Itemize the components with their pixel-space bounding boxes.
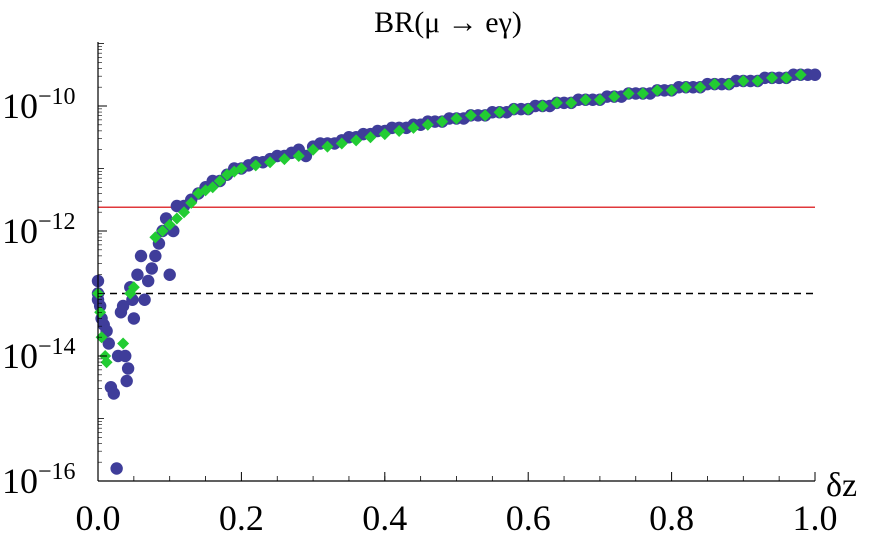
data-point-circle: [163, 268, 176, 281]
data-point-circle: [131, 268, 144, 281]
data-point-diamond: [493, 106, 506, 119]
y-axis-ticks: 10−16 10−14 10−12 10−10: [2, 43, 107, 501]
data-point-diamond: [335, 137, 348, 150]
data-point-circle: [116, 299, 130, 313]
data-point-diamond: [665, 84, 678, 97]
data-point-diamond: [550, 96, 563, 109]
data-point-diamond: [421, 118, 434, 131]
data-point-circle: [102, 337, 115, 350]
data-point-diamond: [679, 81, 692, 94]
data-point-diamond: [278, 153, 291, 166]
data-point-diamond: [593, 93, 606, 106]
y-tick-label: 10−14: [2, 334, 76, 376]
data-point-diamond: [751, 75, 764, 87]
reference-lines: [98, 206, 815, 295]
data-point-circle: [107, 387, 120, 400]
data-point-circle: [134, 249, 148, 263]
data-point-diamond: [694, 81, 707, 94]
data-point-diamond: [737, 75, 750, 87]
data-point-diamond: [636, 87, 649, 100]
data-point-diamond: [249, 159, 262, 172]
x-tick-label: 0.4: [362, 498, 407, 533]
data-point-diamond: [708, 78, 721, 91]
data-point-diamond: [765, 71, 778, 84]
data-point-circle: [119, 349, 132, 363]
series-diamonds: [92, 68, 807, 369]
x-tick-label: 1.0: [793, 498, 838, 533]
data-point-diamond: [507, 103, 520, 116]
data-point-diamond: [206, 181, 219, 194]
data-point-diamond: [608, 90, 621, 103]
data-point-diamond: [464, 109, 477, 122]
data-point-diamond: [264, 156, 277, 169]
data-point-diamond: [522, 103, 535, 116]
data-point-diamond: [393, 125, 406, 137]
x-tick-label: 0.8: [649, 498, 694, 533]
x-axis-ticks: 0.0 0.2 0.4 0.6 0.8 1.0: [76, 472, 838, 533]
data-point-diamond: [579, 93, 592, 106]
y-tick-label: 10−12: [2, 209, 76, 251]
data-point-diamond: [565, 96, 578, 109]
series-circles: [91, 68, 822, 475]
data-point-circle: [149, 249, 162, 263]
data-point-diamond: [350, 134, 363, 147]
data-point-diamond: [235, 162, 248, 175]
chart-title: BR(μ → eγ): [374, 6, 522, 39]
data-point-diamond: [450, 112, 463, 125]
x-tick-label: 0.2: [219, 498, 264, 533]
data-point-diamond: [170, 212, 183, 225]
data-point-diamond: [536, 100, 549, 112]
x-tick-label: 0.0: [76, 498, 121, 533]
data-point-circle: [120, 374, 133, 388]
data-point-diamond: [722, 78, 735, 91]
data-point-diamond: [407, 121, 420, 134]
data-point-circle: [141, 274, 155, 288]
x-tick-label: 0.6: [506, 498, 551, 533]
data-point-diamond: [178, 206, 191, 219]
data-point-diamond: [307, 143, 320, 156]
data-point-diamond: [651, 84, 664, 97]
data-point-circle: [110, 462, 123, 475]
data-point-diamond: [622, 87, 635, 100]
data-point-diamond: [117, 337, 130, 350]
data-point-diamond: [479, 109, 492, 122]
data-point-circle: [138, 293, 151, 306]
data-point-circle: [121, 362, 135, 375]
data-point-diamond: [794, 68, 807, 81]
data-point-diamond: [378, 128, 391, 141]
data-point-circle: [145, 262, 158, 275]
data-point-circle: [93, 299, 107, 313]
x-axis-label: δz: [826, 467, 857, 504]
data-point-diamond: [321, 140, 334, 153]
data-point-diamond: [163, 218, 176, 231]
data-point-diamond: [364, 131, 377, 144]
y-tick-label: 10−10: [2, 84, 76, 126]
data-point-diamond: [292, 150, 305, 162]
data-point-diamond: [100, 356, 113, 369]
data-point-circle: [808, 68, 822, 81]
data-point-diamond: [213, 175, 226, 187]
data-point-diamond: [127, 281, 140, 294]
data-point-diamond: [185, 196, 198, 209]
data-point-circle: [299, 149, 313, 163]
data-point-diamond: [780, 71, 793, 84]
y-tick-label: 10−16: [2, 459, 76, 501]
data-point-diamond: [436, 115, 449, 128]
data-point-diamond: [149, 231, 162, 244]
data-point-diamond: [156, 225, 169, 237]
data-point-circle: [127, 312, 141, 325]
